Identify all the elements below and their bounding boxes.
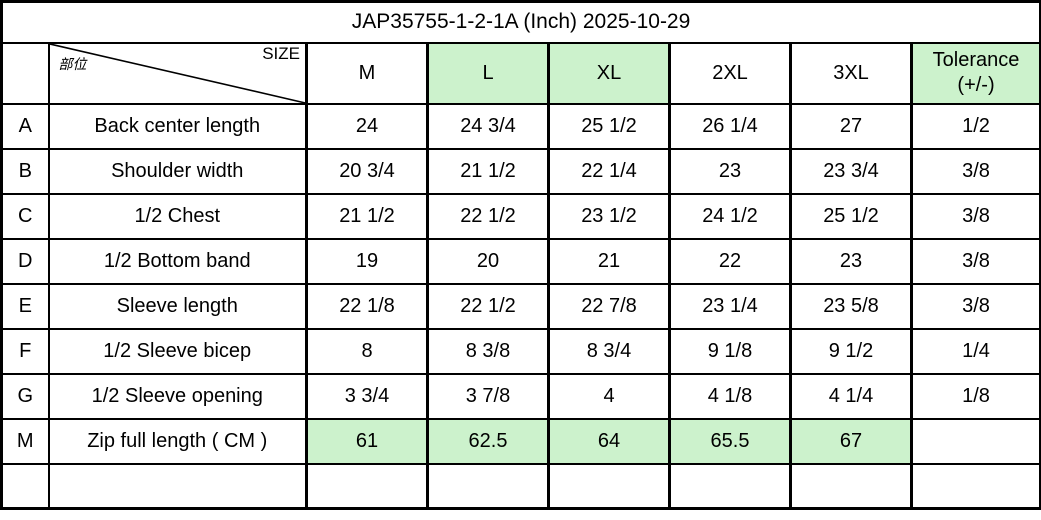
row-code: F	[0, 327, 50, 375]
row-description: Shoulder width	[47, 147, 308, 195]
size-label: SIZE	[262, 43, 300, 63]
size-header-xl: XL	[547, 41, 671, 105]
cell-value: 22 1/2	[426, 192, 550, 240]
table-row-c: C 1/2 Chest 21 1/2 22 1/2 23 1/2 24 1/2 …	[0, 192, 1041, 240]
cell-value: 24 1/2	[668, 192, 792, 240]
size-header-m: M	[305, 41, 429, 105]
row-description: 1/2 Bottom band	[47, 237, 308, 285]
row-description: Back center length	[47, 102, 308, 150]
row-code: G	[0, 372, 50, 420]
table-row-m: M Zip full length ( CM ) 61 62.5 64 65.5…	[0, 417, 1041, 465]
cell-value: 22 7/8	[547, 282, 671, 330]
cell-value: 65.5	[668, 417, 792, 465]
table-row-f: F 1/2 Sleeve bicep 8 8 3/8 8 3/4 9 1/8 9…	[0, 327, 1041, 375]
cell-value: 67	[789, 417, 913, 465]
cell-tolerance: 3/8	[909, 147, 1041, 195]
cell-value: 23 5/8	[789, 282, 913, 330]
cell-value: 25 1/2	[547, 102, 671, 150]
cell-value: 3 7/8	[426, 372, 550, 420]
cell-value: 23	[668, 147, 792, 195]
row-description: Sleeve length	[47, 282, 308, 330]
cell-value: 22 1/2	[426, 282, 550, 330]
cell-value: 9 1/8	[668, 327, 792, 375]
cell-value: 4	[547, 372, 671, 420]
row-code: M	[0, 417, 50, 465]
cell-value: 23 3/4	[789, 147, 913, 195]
cell-value: 3 3/4	[305, 372, 429, 420]
cell-value: 64	[547, 417, 671, 465]
title-row: JAP35755-1-2-1A (Inch) 2025-10-29	[0, 0, 1041, 44]
row-description: 1/2 Sleeve bicep	[47, 327, 308, 375]
cell-value: 21 1/2	[426, 147, 550, 195]
cell-tolerance: 3/8	[909, 237, 1041, 285]
cell-tolerance	[909, 417, 1041, 465]
table-row-g: G 1/2 Sleeve opening 3 3/4 3 7/8 4 4 1/8…	[0, 372, 1041, 420]
row-code: E	[0, 282, 50, 330]
cell-value: 4 1/8	[668, 372, 792, 420]
part-label: 部位	[58, 55, 87, 72]
cell-value: 23 1/2	[547, 192, 671, 240]
corner-empty-cell	[0, 41, 50, 105]
size-header-l: L	[426, 41, 550, 105]
cell-tolerance: 3/8	[909, 192, 1041, 240]
cell-value: 27	[789, 102, 913, 150]
cell-tolerance: 1/4	[909, 327, 1041, 375]
cell-value	[668, 462, 792, 510]
row-code	[0, 462, 50, 510]
cell-tolerance: 3/8	[909, 282, 1041, 330]
cell-value: 22	[668, 237, 792, 285]
row-description: 1/2 Chest	[47, 192, 308, 240]
row-description: Zip full length ( CM )	[47, 417, 308, 465]
header-row: 部位 SIZE M L XL 2XL 3XL Tolerance (+/-)	[0, 41, 1041, 105]
cell-value: 8	[305, 327, 429, 375]
row-code: D	[0, 237, 50, 285]
cell-value	[547, 462, 671, 510]
table-row-e: E Sleeve length 22 1/8 22 1/2 22 7/8 23 …	[0, 282, 1041, 330]
cell-value: 20	[426, 237, 550, 285]
cell-value: 25 1/2	[789, 192, 913, 240]
tolerance-header-line1: Tolerance	[932, 49, 1020, 71]
table-row-b: B Shoulder width 20 3/4 21 1/2 22 1/4 23…	[0, 147, 1041, 195]
cell-value: 23	[789, 237, 913, 285]
cell-tolerance: 1/2	[909, 102, 1041, 150]
cell-value: 24 3/4	[426, 102, 550, 150]
table-row-d: D 1/2 Bottom band 19 20 21 22 23 3/8	[0, 237, 1041, 285]
cell-value: 22 1/8	[305, 282, 429, 330]
cell-value: 22 1/4	[547, 147, 671, 195]
cell-value: 9 1/2	[789, 327, 913, 375]
cell-value: 61	[305, 417, 429, 465]
corner-diagonal-cell: 部位 SIZE	[47, 41, 308, 105]
size-header-3xl: 3XL	[789, 41, 913, 105]
cell-value	[789, 462, 913, 510]
diagonal-divider-line	[50, 44, 306, 103]
row-code: C	[0, 192, 50, 240]
table-row-a: A Back center length 24 24 3/4 25 1/2 26…	[0, 102, 1041, 150]
tolerance-header-line2: (+/-)	[957, 74, 995, 96]
cell-value: 19	[305, 237, 429, 285]
cell-tolerance: 1/8	[909, 372, 1041, 420]
cell-value	[426, 462, 550, 510]
cell-value: 21 1/2	[305, 192, 429, 240]
row-description: 1/2 Sleeve opening	[47, 372, 308, 420]
tolerance-header: Tolerance (+/-)	[909, 41, 1041, 105]
cell-value: 23 1/4	[668, 282, 792, 330]
table-row-empty	[0, 462, 1041, 510]
size-header-2xl: 2XL	[668, 41, 792, 105]
row-description	[47, 462, 308, 510]
cell-value: 4 1/4	[789, 372, 913, 420]
row-code: B	[0, 147, 50, 195]
cell-tolerance	[909, 462, 1041, 510]
document-title: JAP35755-1-2-1A (Inch) 2025-10-29	[0, 0, 1041, 44]
row-code: A	[0, 102, 50, 150]
cell-value	[305, 462, 429, 510]
cell-value: 62.5	[426, 417, 550, 465]
cell-value: 24	[305, 102, 429, 150]
cell-value: 8 3/8	[426, 327, 550, 375]
cell-value: 26 1/4	[668, 102, 792, 150]
cell-value: 21	[547, 237, 671, 285]
cell-value: 8 3/4	[547, 327, 671, 375]
cell-value: 20 3/4	[305, 147, 429, 195]
